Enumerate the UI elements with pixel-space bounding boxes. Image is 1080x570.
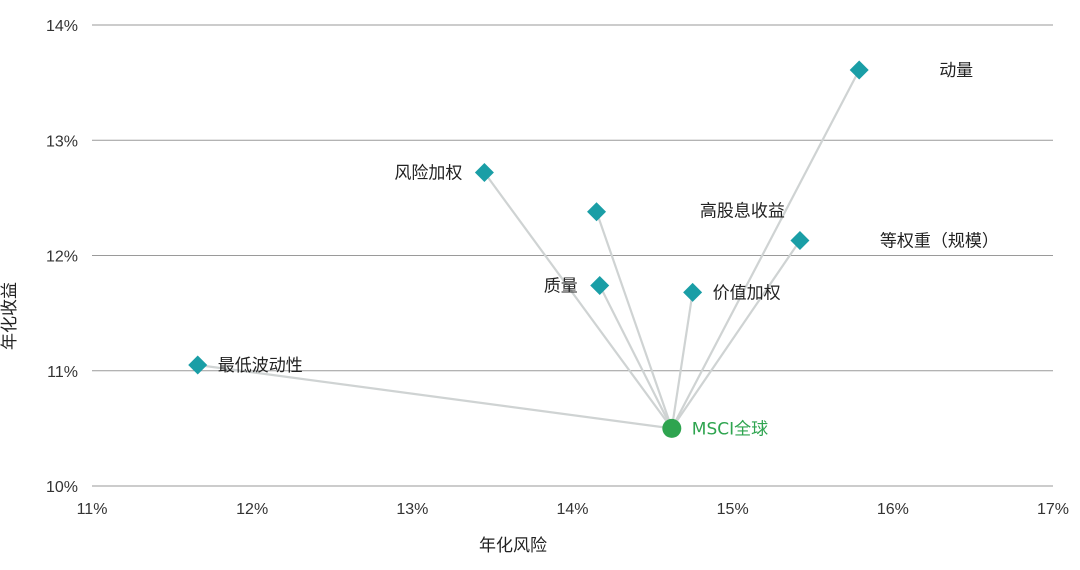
benchmark-label: MSCI全球 <box>692 419 768 439</box>
data-points <box>188 60 869 438</box>
x-tick-label: 12% <box>236 501 268 518</box>
x-tick-label: 14% <box>556 501 588 518</box>
point-label: 最低波动性 <box>218 356 303 376</box>
data-point-diamond <box>188 355 208 375</box>
connector-line <box>598 284 673 429</box>
x-tick-label: 11% <box>77 501 108 518</box>
point-label: 等权重（规模） <box>880 232 999 252</box>
data-point-diamond <box>683 282 703 302</box>
point-label: 价值加权 <box>713 283 781 303</box>
data-point-diamond <box>849 60 869 80</box>
connector-line <box>670 292 694 429</box>
y-axis-label: 年化收益 <box>0 282 20 350</box>
point-label: 质量 <box>544 276 578 296</box>
connector-line <box>670 239 801 429</box>
connector-line <box>483 171 673 430</box>
x-axis-label: 年化风险 <box>479 536 547 556</box>
x-tick-label: 15% <box>717 501 749 518</box>
y-tick-label: 10% <box>46 479 78 496</box>
data-point-diamond <box>587 202 607 222</box>
connector-lines <box>197 69 861 430</box>
x-tick-label: 16% <box>877 501 909 518</box>
point-label: 风险加权 <box>394 164 462 184</box>
x-tick-label: 13% <box>396 501 428 518</box>
data-point-diamond <box>790 231 810 251</box>
y-tick-label: 13% <box>46 133 78 150</box>
connector-line <box>670 69 861 429</box>
tick-labels: 10% 11% 12% 13% 14% 11% 12% 13% 14% 15% 16% 17% <box>46 18 1069 518</box>
data-point-diamond <box>590 275 610 295</box>
x-tick-label: 17% <box>1037 501 1069 518</box>
y-tick-label: 12% <box>46 249 78 266</box>
point-label: 高股息收益 <box>700 202 785 222</box>
data-point-diamond <box>474 163 494 183</box>
benchmark-point <box>662 418 682 438</box>
point-label: 动量 <box>939 61 973 81</box>
connector-line <box>197 363 672 430</box>
grid-lines <box>92 24 1053 487</box>
y-tick-label: 14% <box>46 18 78 35</box>
connector-line <box>595 211 673 429</box>
y-tick-label: 11% <box>47 364 78 381</box>
